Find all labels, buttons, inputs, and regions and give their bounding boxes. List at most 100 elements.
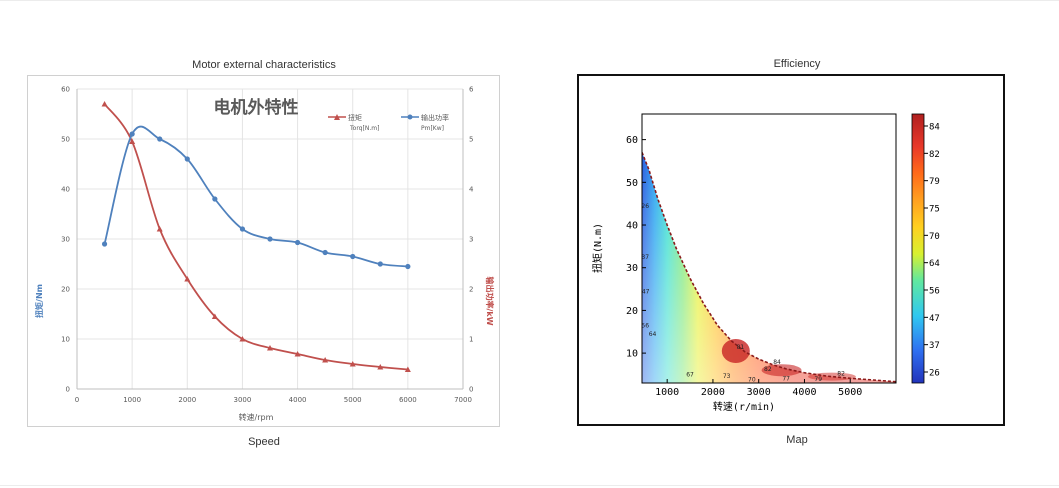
torque-point bbox=[184, 276, 191, 282]
y-axis-left-label: 扭矩/Nm bbox=[34, 284, 44, 318]
x-tick-label: 4000 bbox=[792, 387, 816, 398]
y-tick-label: 50 bbox=[626, 178, 638, 189]
x-tick-label: 5000 bbox=[838, 387, 862, 398]
torque-point bbox=[239, 336, 246, 342]
x-tick-label: 0 bbox=[75, 396, 79, 404]
x-axis-label: 转速/rpm bbox=[239, 412, 274, 422]
torque-point bbox=[211, 313, 218, 319]
power-point bbox=[157, 136, 163, 142]
colorbar-tick-label: 64 bbox=[929, 259, 940, 269]
torque-point bbox=[349, 361, 356, 367]
x-tick-label: 4000 bbox=[289, 396, 307, 404]
contour-label: 77 bbox=[782, 375, 790, 382]
y-left-tick-label: 0 bbox=[66, 386, 70, 394]
chart-title: 电机外特性 bbox=[214, 97, 299, 118]
right-panel-caption: Efficiency bbox=[773, 58, 821, 70]
power-point bbox=[212, 196, 218, 202]
y-tick-label: 10 bbox=[626, 349, 638, 360]
motor-characteristics-chart: 0 1000 2000 3000 4000 5000 6000 7000 0 10 20 30 40 50… bbox=[27, 75, 500, 427]
y-tick-label: 20 bbox=[626, 306, 638, 317]
y-left-tick-label: 20 bbox=[61, 286, 70, 294]
motor-characteristics-svg: 0 1000 2000 3000 4000 5000 6000 700001020304050… bbox=[34, 86, 495, 423]
power-point bbox=[267, 236, 273, 242]
bottom-divider bbox=[0, 485, 1059, 486]
colorbar-tick-label: 79 bbox=[929, 177, 940, 187]
y-right-tick-label: 3 bbox=[469, 236, 473, 244]
torque-point bbox=[322, 357, 329, 363]
power-point bbox=[129, 131, 135, 137]
legend-torque-sublabel: Torq[N.m] bbox=[349, 125, 379, 132]
torque-point bbox=[404, 366, 411, 372]
left-panel-footer: Speed bbox=[248, 436, 280, 448]
power-point bbox=[239, 226, 246, 232]
torque-point bbox=[101, 101, 108, 107]
contour-label: 26 bbox=[641, 203, 649, 210]
y-left-tick-label: 30 bbox=[61, 236, 70, 244]
y-tick-label: 30 bbox=[626, 263, 638, 274]
colorbar-tick-label: 70 bbox=[929, 232, 940, 242]
contour-label: 56 bbox=[641, 322, 649, 329]
x-tick-label: 1000 bbox=[123, 396, 141, 404]
x-tick-label: 6000 bbox=[399, 396, 417, 404]
colorbar-tick-label: 82 bbox=[929, 150, 940, 160]
power-point bbox=[377, 261, 383, 267]
contour-label: 81 bbox=[737, 344, 745, 351]
x-tick-label: 1000 bbox=[655, 387, 679, 398]
colorbar-tick-label: 47 bbox=[929, 314, 940, 324]
power-point bbox=[101, 241, 108, 247]
torque-point bbox=[294, 351, 301, 357]
torque-point bbox=[267, 345, 273, 351]
y-right-tick-label: 4 bbox=[469, 186, 474, 194]
contour-label: 73 bbox=[723, 373, 731, 380]
torque-point bbox=[377, 364, 384, 370]
contour-label: 47 bbox=[642, 288, 650, 295]
plot-frame bbox=[641, 113, 897, 384]
y-left-tick-label: 60 bbox=[61, 86, 70, 94]
torque-point bbox=[156, 226, 163, 232]
contour-label: 84 bbox=[773, 359, 781, 366]
power-point bbox=[184, 156, 190, 162]
series-line-torque bbox=[103, 103, 408, 371]
contour-label: 67 bbox=[686, 372, 694, 379]
y-right-tick-label: 5 bbox=[469, 136, 473, 144]
x-tick-label: 3000 bbox=[747, 387, 771, 398]
y-tick-label: 40 bbox=[626, 221, 638, 232]
top-divider bbox=[0, 0, 1059, 1]
high-efficiency-zone bbox=[721, 338, 750, 363]
legend-torque-label: 扭矩 bbox=[348, 113, 362, 122]
y-left-tick-label: 50 bbox=[61, 136, 70, 144]
max-torque-boundary bbox=[642, 152, 896, 383]
colorbar-tick-label: 75 bbox=[929, 205, 940, 215]
colorbar bbox=[911, 113, 925, 384]
y-right-tick-label: 6 bbox=[469, 86, 474, 94]
high-efficiency-zone bbox=[761, 364, 802, 377]
y-right-tick-label: 1 bbox=[469, 336, 473, 344]
y-left-tick-label: 10 bbox=[61, 336, 70, 344]
colorbar-tick-label: 56 bbox=[929, 287, 940, 297]
contour-label: 70 bbox=[748, 376, 756, 383]
power-point bbox=[350, 253, 356, 260]
legend-power-sublabel: Pm[Kw] bbox=[421, 125, 444, 132]
colorbar-tick-label: 37 bbox=[929, 341, 940, 351]
chart-legend: 扭矩 Torq[N.m] 输出功率 Pm[Kw] bbox=[328, 113, 449, 132]
right-panel-footer: Map bbox=[786, 434, 808, 446]
x-tick-label: 3000 bbox=[234, 396, 252, 404]
power-point bbox=[322, 249, 328, 256]
x-tick-label: 7000 bbox=[454, 396, 472, 404]
y-right-tick-label: 2 bbox=[469, 286, 473, 294]
y-axis-right-label: 输出功率/kW bbox=[485, 276, 495, 325]
contour-label: 37 bbox=[641, 254, 649, 261]
contour-label: 82 bbox=[764, 366, 772, 373]
x-tick-label: 2000 bbox=[701, 387, 725, 398]
legend-power-label: 输出功率 bbox=[421, 113, 449, 122]
power-point bbox=[405, 263, 411, 270]
contour-label: 82 bbox=[837, 371, 845, 378]
contour-label: 64 bbox=[649, 331, 657, 338]
x-tick-label: 5000 bbox=[344, 396, 362, 404]
x-tick-label: 2000 bbox=[178, 396, 196, 404]
x-axis-label: 转速(r/min) bbox=[713, 400, 775, 413]
colorbar-tick-label: 26 bbox=[929, 369, 940, 379]
y-axis-label: 扭矩(N.m) bbox=[591, 223, 604, 273]
y-right-tick-label: 0 bbox=[469, 386, 473, 394]
